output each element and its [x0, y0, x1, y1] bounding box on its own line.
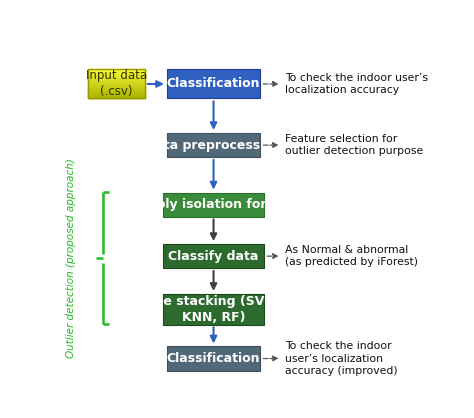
Bar — [167, 133, 260, 157]
Bar — [88, 81, 145, 82]
Bar — [88, 86, 145, 87]
Bar — [167, 69, 260, 99]
Text: Input data
(.csv): Input data (.csv) — [86, 69, 147, 99]
Bar — [88, 76, 145, 77]
Bar — [88, 92, 145, 93]
Bar — [88, 89, 145, 90]
Bar — [163, 244, 264, 268]
Bar — [88, 96, 145, 97]
Text: Outlier detection (proposed approach): Outlier detection (proposed approach) — [66, 158, 76, 358]
Bar — [88, 69, 145, 70]
Bar — [88, 76, 145, 77]
Text: To check the indoor user’s
localization accuracy: To check the indoor user’s localization … — [285, 73, 428, 95]
Text: Use stacking (SVM,
KNN, RF): Use stacking (SVM, KNN, RF) — [146, 295, 281, 324]
Bar — [88, 72, 145, 73]
Bar — [88, 75, 145, 76]
Bar — [88, 80, 145, 81]
Text: To check the indoor
user’s localization
accuracy (improved): To check the indoor user’s localization … — [285, 341, 398, 376]
Bar — [88, 73, 145, 74]
Text: Data preprocessing: Data preprocessing — [145, 139, 282, 152]
Bar — [163, 193, 264, 217]
Bar — [88, 69, 145, 99]
Text: Classify data: Classify data — [168, 250, 259, 263]
Bar — [88, 90, 145, 91]
Bar — [88, 92, 145, 93]
Bar — [88, 91, 145, 92]
Bar — [88, 94, 145, 96]
Text: Feature selection for
outlier detection purpose: Feature selection for outlier detection … — [285, 134, 423, 156]
Text: As Normal & abnormal
(as predicted by iForest): As Normal & abnormal (as predicted by iF… — [285, 245, 418, 268]
Bar — [88, 71, 145, 72]
Bar — [167, 347, 260, 371]
Bar — [88, 88, 145, 89]
Text: Classification: Classification — [167, 352, 260, 365]
Bar — [88, 87, 145, 88]
Bar — [88, 82, 145, 83]
Text: Apply isolation forest: Apply isolation forest — [138, 198, 289, 211]
Bar — [88, 83, 145, 84]
Bar — [88, 95, 145, 96]
Bar — [88, 87, 145, 88]
Bar — [88, 94, 145, 95]
Bar — [88, 89, 145, 90]
Bar — [88, 70, 145, 71]
Text: Classification: Classification — [167, 77, 260, 90]
Bar — [88, 97, 145, 98]
Bar — [88, 74, 145, 75]
Bar — [88, 97, 145, 99]
Bar — [88, 79, 145, 80]
Bar — [163, 294, 264, 324]
Bar — [88, 78, 145, 79]
Bar — [88, 84, 145, 85]
Bar — [88, 85, 145, 86]
Bar — [88, 93, 145, 94]
Bar — [88, 77, 145, 78]
Bar — [88, 84, 145, 85]
